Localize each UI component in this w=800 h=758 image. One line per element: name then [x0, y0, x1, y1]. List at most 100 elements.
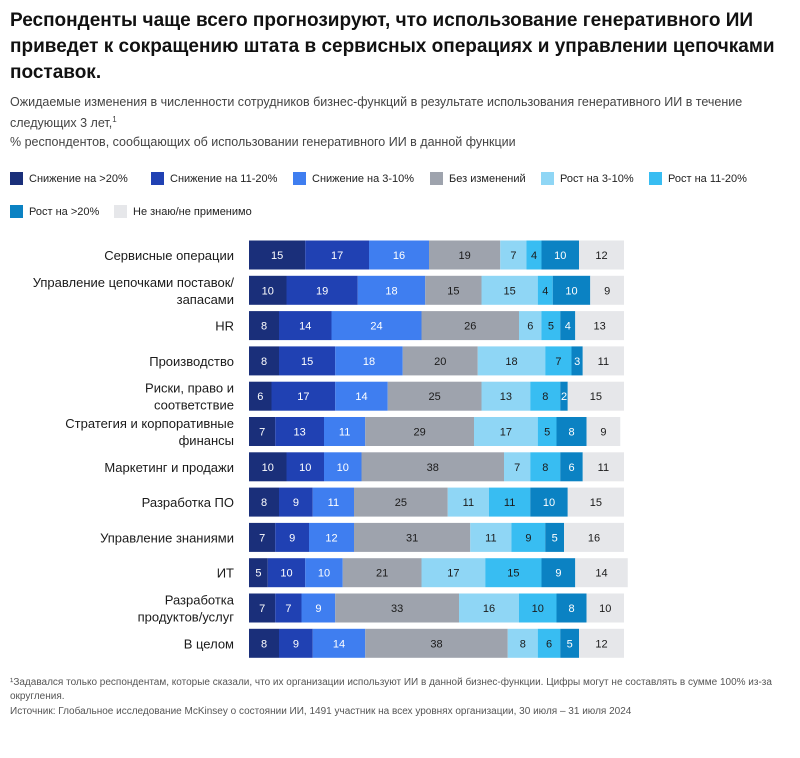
legend-item-3: Снижение на 3-10%	[293, 172, 414, 185]
bar-segment	[519, 311, 542, 341]
data-label: 10	[262, 285, 274, 297]
bar-segment	[530, 487, 568, 517]
data-label: 10	[262, 462, 274, 474]
data-label: 8	[568, 427, 574, 439]
legend-label: Снижение на 3-10%	[312, 172, 415, 185]
bar-segment	[575, 311, 624, 341]
data-label: 11	[598, 462, 609, 474]
data-label: 24	[370, 321, 382, 333]
bar-segment	[354, 487, 448, 517]
bar-segment	[560, 628, 579, 658]
data-label: 17	[331, 250, 343, 262]
data-label: 14	[595, 568, 607, 580]
bar-segment	[342, 558, 422, 588]
bar-segment	[530, 381, 561, 411]
bar-segment	[459, 593, 519, 623]
bar-segment	[365, 417, 474, 446]
legend-label: Снижение на >20%	[29, 172, 128, 185]
category-label: В целом	[184, 636, 234, 651]
data-label: 11	[339, 427, 350, 439]
bar-segment	[552, 275, 591, 305]
data-label: 12	[325, 532, 337, 544]
data-label: 11	[504, 497, 515, 509]
data-label: 38	[427, 462, 439, 474]
bar-segment	[402, 346, 478, 376]
data-label: 19	[316, 285, 328, 297]
bar-segment	[560, 381, 568, 411]
bar-segment	[571, 346, 583, 376]
data-label: 5	[548, 321, 554, 333]
bar-segment	[249, 522, 276, 552]
legend-item-1: Снижение на >20%	[10, 172, 128, 185]
bar-segment	[279, 311, 332, 341]
bar-segment	[481, 381, 531, 411]
data-label: 18	[385, 285, 397, 297]
data-label: 2	[561, 391, 567, 403]
data-label: 11	[328, 497, 339, 509]
bar-segment	[545, 522, 564, 552]
bar-segment	[365, 628, 508, 658]
data-label: 9	[555, 568, 561, 580]
bar-segment	[530, 452, 561, 482]
bar-segment	[335, 346, 403, 376]
data-label: 9	[289, 532, 295, 544]
bar-segment	[369, 240, 429, 270]
legend-label: Без изменений	[449, 172, 526, 185]
data-label: 10	[554, 250, 566, 262]
data-label: 19	[459, 250, 471, 262]
data-label: 9	[315, 603, 321, 615]
bar-segment	[470, 522, 512, 552]
category-label: Сервисные операции	[104, 248, 234, 263]
bar-segment	[421, 558, 486, 588]
data-label: 15	[507, 568, 519, 580]
legend-swatch	[430, 172, 443, 185]
bar-segment	[312, 628, 366, 658]
data-label: 9	[600, 427, 606, 439]
legend-swatch	[293, 172, 306, 185]
bar-segment	[507, 628, 538, 658]
bar-segment	[305, 240, 369, 270]
bar-segment	[586, 417, 621, 446]
bar-segment	[267, 558, 306, 588]
data-label: 17	[447, 568, 459, 580]
bar-segment	[279, 628, 313, 658]
data-label: 10	[599, 603, 611, 615]
data-label: 5	[255, 568, 261, 580]
data-label: 4	[565, 321, 571, 333]
bar-segment	[324, 452, 362, 482]
data-label: 10	[532, 603, 544, 615]
data-label: 10	[299, 462, 311, 474]
data-label: 9	[525, 532, 531, 544]
data-label: 8	[568, 603, 574, 615]
data-label: 13	[294, 427, 306, 439]
bar-segment	[545, 346, 572, 376]
data-label: 6	[568, 462, 574, 474]
bar-segment	[556, 593, 587, 623]
data-label: 8	[542, 462, 548, 474]
data-label: 16	[483, 603, 495, 615]
bar-segment	[537, 417, 557, 446]
category-label: Управление знаниями	[100, 530, 234, 545]
bar-segment	[489, 487, 531, 517]
bar-segment	[279, 346, 336, 376]
data-label: 10	[543, 497, 555, 509]
bar-segment	[279, 487, 313, 517]
chart-title: Респонденты чаще всего прогнозируют, что…	[10, 10, 775, 83]
category-label: Управление цепочками поставок/запасами	[33, 275, 235, 307]
source-note: Источник: Глобальное исследование McKins…	[10, 706, 632, 717]
bar-segment	[579, 240, 624, 270]
data-label: 7	[285, 603, 291, 615]
bar-segment	[249, 381, 272, 411]
data-label: 17	[500, 427, 512, 439]
data-label: 31	[406, 532, 418, 544]
footnote-mark: 1	[112, 115, 117, 124]
bar-segment	[504, 452, 531, 482]
bar-segment	[447, 487, 489, 517]
bar-segment	[324, 417, 366, 446]
chart-unit-note: % респондентов, сообщающих об использова…	[10, 135, 516, 149]
data-label: 5	[552, 532, 558, 544]
bar-segment	[249, 558, 268, 588]
bar-segment	[429, 240, 501, 270]
bar-segment	[560, 311, 576, 341]
bar-segment	[335, 381, 388, 411]
